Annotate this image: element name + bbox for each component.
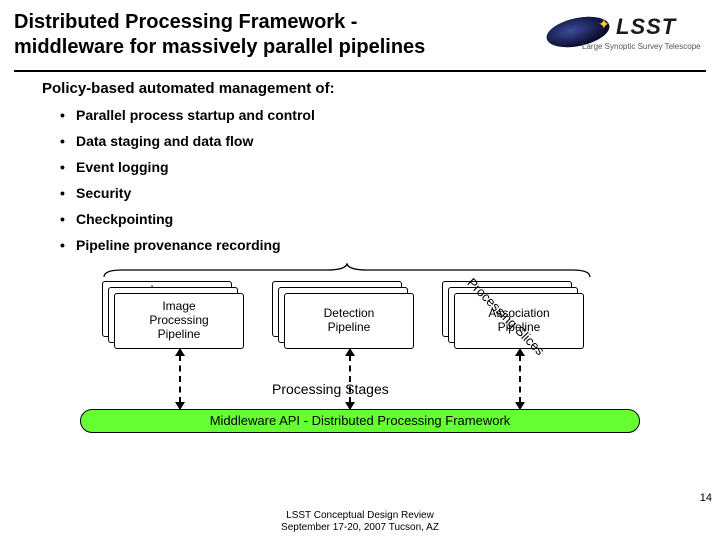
logo-tagline: Large Synoptic Survey Telescope [582, 42, 701, 51]
arrow-up-icon [175, 348, 185, 356]
header: Distributed Processing Framework - middl… [0, 0, 720, 66]
policy-intro: Policy-based automated management of: [42, 80, 690, 97]
stage-box-front: ImageProcessingPipeline [114, 293, 244, 349]
title-line-2: middleware for massively parallel pipeli… [14, 35, 536, 60]
title-block: Distributed Processing Framework - middl… [14, 10, 536, 60]
stage-image: ImageImageProcessingPipeline [102, 281, 244, 349]
brace-icon [102, 263, 592, 279]
bullet-list: Parallel process startup and control Dat… [42, 107, 690, 253]
bullet-item: Event logging [76, 159, 690, 175]
bullet-item: Checkpointing [76, 211, 690, 227]
bullet-item: Data staging and data flow [76, 133, 690, 149]
arrow-up-icon [515, 348, 525, 356]
footer: LSST Conceptual Design Review September … [0, 510, 720, 534]
stage-detection: DetectionPipeline [272, 281, 414, 349]
arrow-up-icon [345, 348, 355, 356]
bullet-item: Security [76, 185, 690, 201]
lsst-logo: ✦ LSST Large Synoptic Survey Telescope [536, 12, 706, 66]
logo-star-icon: ✦ [598, 16, 610, 33]
pipeline-diagram: ImageImageProcessingPipeline DetectionPip… [42, 263, 690, 438]
logo-name: LSST [616, 14, 676, 40]
header-divider [14, 70, 706, 72]
bullet-item: Pipeline provenance recording [76, 237, 690, 253]
bullet-item: Parallel process startup and control [76, 107, 690, 123]
connector [179, 355, 181, 403]
page-number: 14 [700, 492, 712, 504]
middleware-label: Middleware API - Distributed Processing … [210, 413, 511, 428]
stages-label: Processing Stages [272, 381, 389, 397]
stage-box-front: DetectionPipeline [284, 293, 414, 349]
title-line-1: Distributed Processing Framework - [14, 10, 536, 35]
footer-line-1: LSST Conceptual Design Review [0, 510, 720, 522]
content: Policy-based automated management of: Pa… [0, 80, 720, 438]
middleware-bar: Middleware API - Distributed Processing … [80, 409, 640, 433]
connector [519, 355, 521, 403]
footer-line-2: September 17-20, 2007 Tucson, AZ [0, 522, 720, 534]
